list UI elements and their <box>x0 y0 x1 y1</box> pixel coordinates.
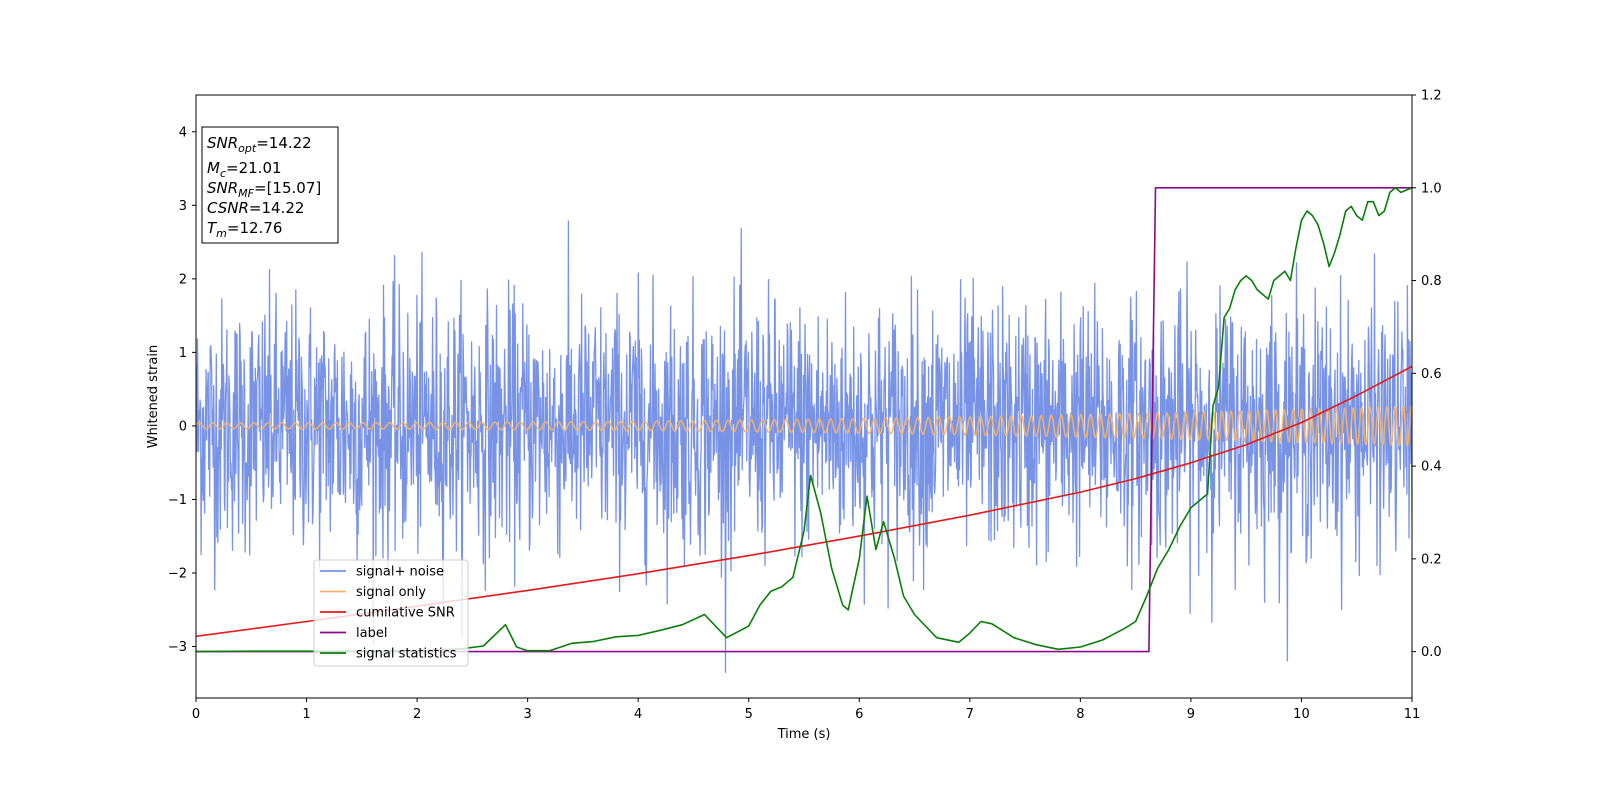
info-value: =21.01 <box>226 159 282 177</box>
legend: signal+ noise signal only cumilative SNR la… <box>313 559 469 667</box>
legend-label-cumilative-snr: cumilative SNR <box>356 606 455 621</box>
x-tick-label: 4 <box>634 707 642 722</box>
info-line: Mc=21.01 <box>207 159 282 180</box>
series-signal-statistics-line <box>196 187 1412 653</box>
legend-label-signal-statistics: signal statistics <box>356 647 457 662</box>
x-tick-label: 8 <box>1076 707 1084 722</box>
info-symbol: SNR <box>207 134 238 152</box>
info-subscript: m <box>216 227 227 240</box>
info-line: SNRopt=14.22 <box>207 134 312 155</box>
info-subscript: MF <box>238 187 254 200</box>
legend-label-label: label <box>356 626 387 641</box>
y-axis-left: −3 −2 −1 0 1 2 3 4 <box>168 125 196 655</box>
y-right-tick-label: 1.0 <box>1421 181 1442 196</box>
y-right-tick-label: 0.6 <box>1421 367 1442 382</box>
x-tick-label: 2 <box>413 707 421 722</box>
y-right-tick-label: 1.2 <box>1421 89 1442 104</box>
y-axis-right: 0.0 0.2 0.4 0.6 0.8 1.0 1.2 <box>1412 89 1442 660</box>
info-box-frame <box>201 126 339 244</box>
x-tick-label: 11 <box>1404 707 1421 722</box>
legend-frame <box>313 559 469 667</box>
legend-label-signal-noise: signal+ noise <box>356 565 444 580</box>
y-left-tick-label: −1 <box>168 493 187 508</box>
plot-frame <box>195 94 1413 699</box>
y-axis-title: Whitened strain <box>146 345 161 448</box>
y-left-tick-label: −3 <box>168 640 187 655</box>
info-subscript: c <box>220 167 226 180</box>
info-symbol: CSNR <box>207 199 249 217</box>
y-left-tick-label: 4 <box>179 125 187 140</box>
x-axis-title: Time (s) <box>777 727 831 742</box>
info-subscript: opt <box>238 142 257 155</box>
info-value: =12.76 <box>227 219 283 237</box>
y-right-tick-label: 0.4 <box>1421 460 1442 475</box>
info-symbol: M <box>207 159 220 177</box>
y-left-tick-label: 1 <box>179 346 187 361</box>
y-left-tick-label: 0 <box>179 419 187 434</box>
x-tick-label: 10 <box>1293 707 1310 722</box>
info-line: Tm=12.76 <box>207 219 282 240</box>
info-box: SNRopt=14.22Mc=21.01SNRMF=[15.07]CSNR=14… <box>201 126 339 244</box>
y-left-tick-label: 3 <box>179 199 187 214</box>
info-value: =14.22 <box>249 199 305 217</box>
x-tick-label: 1 <box>302 707 310 722</box>
info-symbol: SNR <box>207 179 238 197</box>
x-tick-label: 5 <box>745 707 753 722</box>
x-tick-label: 3 <box>523 707 531 722</box>
y-right-tick-label: 0.0 <box>1421 645 1442 660</box>
legend-label-signal-only: signal only <box>356 585 426 600</box>
x-tick-label: 0 <box>192 707 200 722</box>
info-value: =[15.07] <box>254 179 321 197</box>
y-left-tick-label: 2 <box>179 272 187 287</box>
y-right-tick-label: 0.2 <box>1421 552 1442 567</box>
series-label-line <box>196 187 1412 653</box>
y-left-tick-label: −2 <box>168 566 187 581</box>
x-tick-label: 7 <box>966 707 974 722</box>
info-value: =14.22 <box>256 134 312 152</box>
series-signal-only-line <box>196 405 1412 447</box>
info-symbol: T <box>207 219 218 237</box>
x-tick-label: 9 <box>1187 707 1195 722</box>
y-right-tick-label: 0.8 <box>1421 274 1442 289</box>
x-axis: 0 1 2 3 4 5 6 7 8 9 10 11 <box>192 698 1420 722</box>
info-line: SNRMF=[15.07] <box>207 179 321 200</box>
series-signal-noise-line <box>196 220 1412 673</box>
x-tick-label: 6 <box>855 707 863 722</box>
info-line: CSNR=14.22 <box>207 199 304 217</box>
